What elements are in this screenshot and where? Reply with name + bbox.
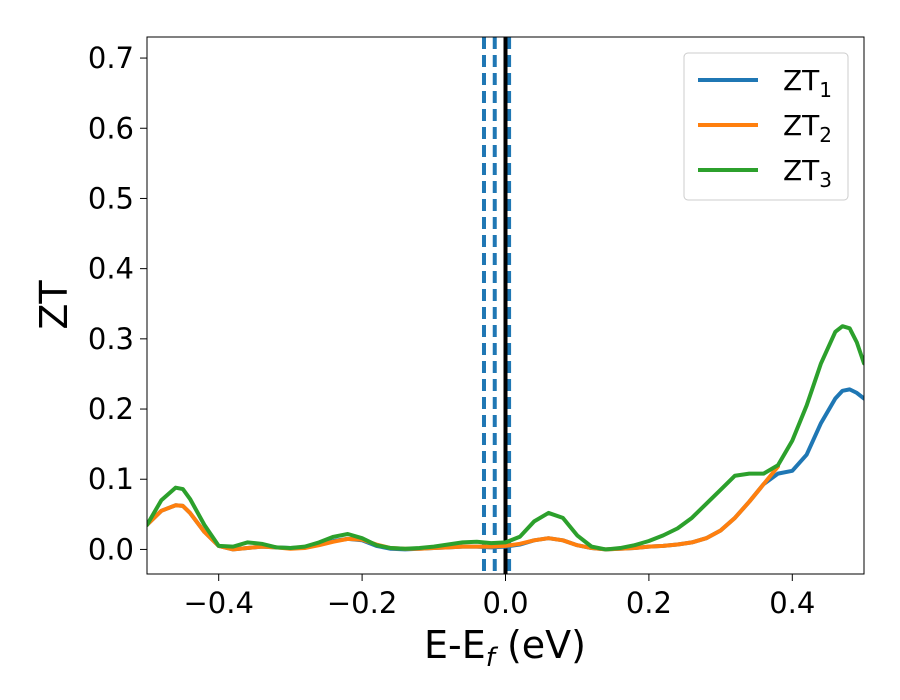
y-tick-label: 0.1 — [88, 462, 134, 496]
legend-box — [683, 52, 849, 201]
x-tick-label: 0.2 — [626, 586, 672, 620]
x-tick-label: −0.2 — [327, 586, 397, 620]
legend-label-main: ZT — [783, 109, 820, 142]
legend-label-sub: 2 — [819, 123, 832, 147]
y-tick-label: 0.0 — [88, 532, 134, 566]
y-axis: 0.0 0.1 0.2 0.3 0.4 0.5 0.6 0.7 — [88, 41, 147, 566]
y-tick-label: 0.3 — [88, 322, 134, 356]
y-tick-label: 0.4 — [88, 252, 134, 286]
series-line-zt3 — [147, 324, 864, 552]
x-axis-title: E-Ef (eV) — [424, 623, 586, 673]
legend-label-sub: 3 — [819, 168, 832, 192]
x-tick-label: −0.4 — [183, 586, 253, 620]
x-tick-label: 0.0 — [482, 586, 528, 620]
legend-label-main: ZT — [783, 64, 820, 97]
y-tick-label: 0.2 — [88, 392, 134, 426]
y-tick-label: 0.6 — [88, 111, 134, 145]
legend-label-zt3: ZT3 — [783, 154, 832, 192]
legend-label-zt2: ZT2 — [783, 109, 832, 147]
series-line-zt2 — [147, 464, 780, 552]
x-axis-title-unit: (eV) — [495, 623, 586, 667]
y-axis-title: ZT — [32, 280, 76, 330]
plot-area — [147, 37, 864, 574]
x-axis: −0.4 −0.2 0.0 0.2 0.4 — [183, 574, 815, 620]
legend-label-sub: 1 — [819, 78, 832, 102]
legend-label-zt1: ZT1 — [783, 64, 832, 102]
x-tick-label: 0.4 — [769, 586, 815, 620]
y-tick-label: 0.5 — [88, 181, 134, 215]
x-axis-title-main: E-E — [424, 623, 486, 667]
legend-label-main: ZT — [783, 154, 820, 187]
y-tick-label: 0.7 — [88, 41, 134, 75]
